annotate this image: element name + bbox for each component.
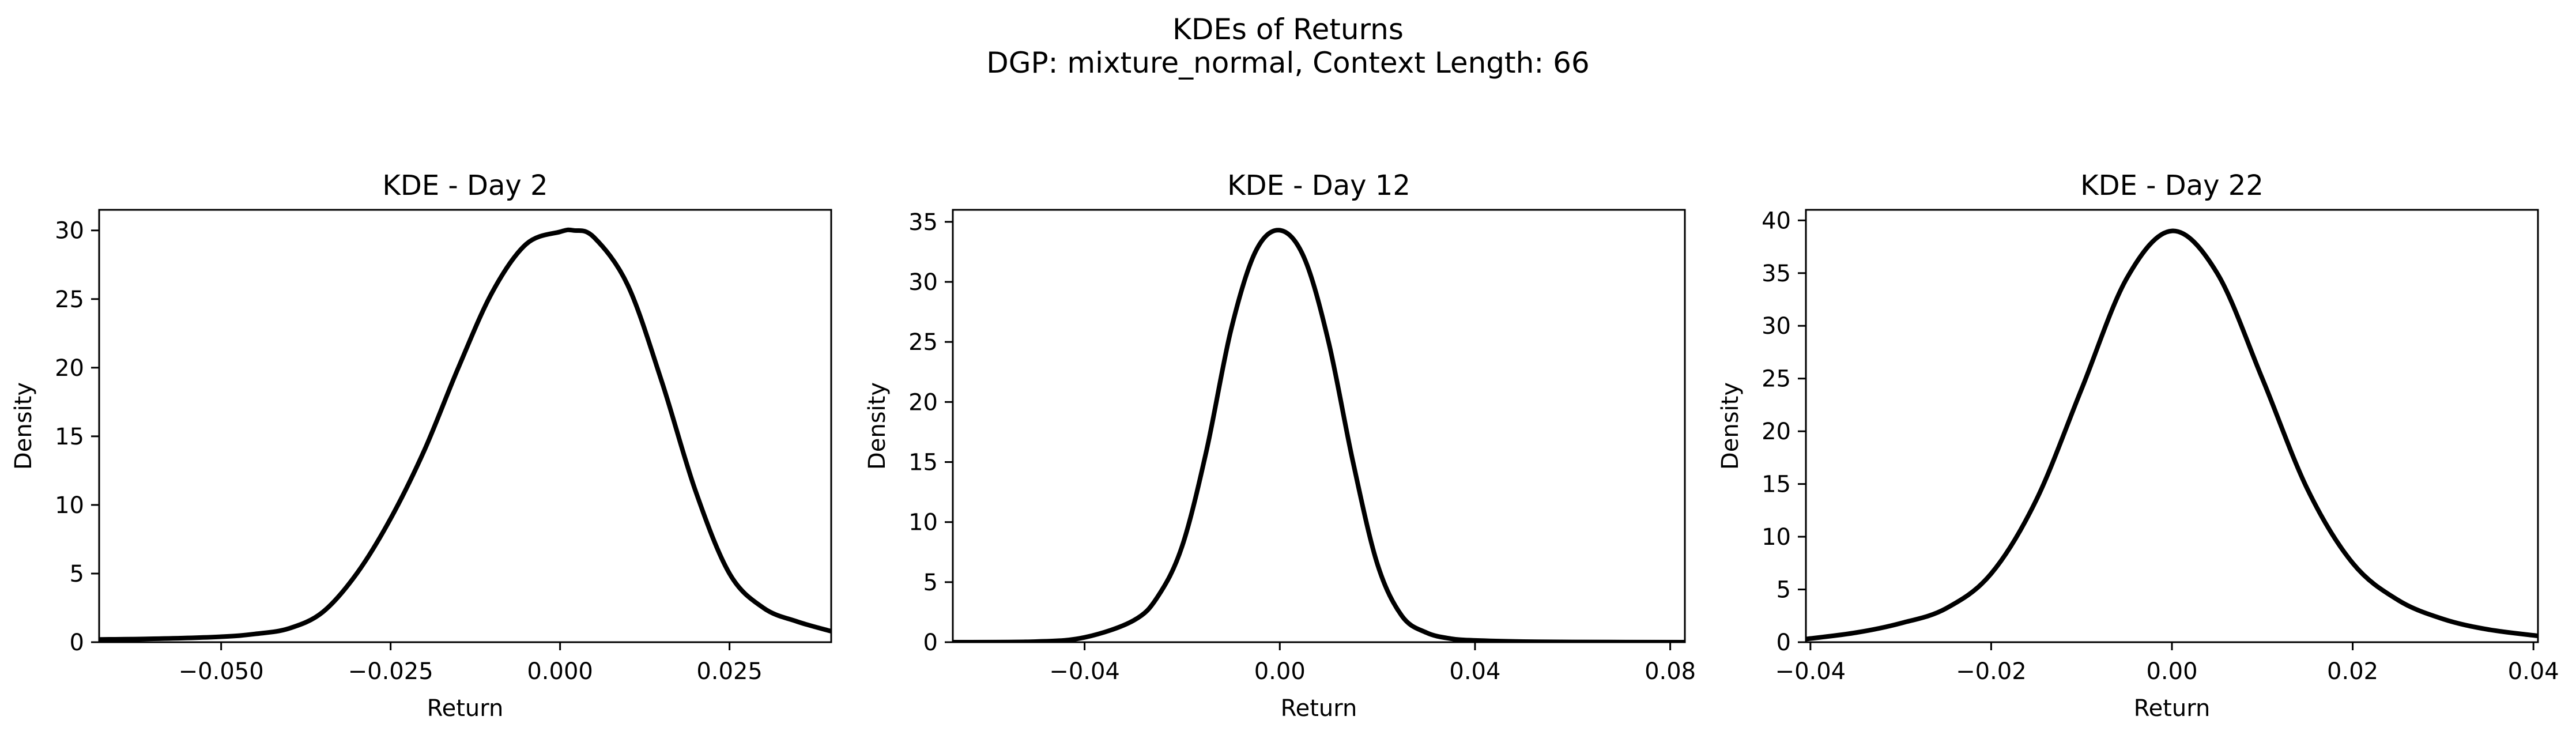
figure-subtitle: DGP: mixture_normal, Context Length: 66 [986,46,1590,80]
figure-title: KDEs of Returns [1172,13,1404,46]
y-tick-label: 20 [908,389,938,416]
y-tick-label: 25 [1762,366,1791,393]
y-tick-label: 25 [55,287,84,313]
axes-frame [952,209,1686,643]
y-tick-label: 30 [908,269,938,296]
y-tick-label: 15 [55,424,84,450]
x-tick-label: −0.02 [1956,658,2027,685]
y-axis-label: Density [10,382,37,470]
y-tick-label: 35 [1762,261,1791,287]
y-tick-label: 30 [1762,313,1791,340]
kde-panel-2: −0.04 0.00 0.04 0.08 0 5 10 15 20 25 30 35 KDE - Day… [864,169,1696,722]
panel-title: KDE - Day 22 [2080,169,2264,202]
x-axis-label: Return [427,695,504,722]
y-tick-label: 10 [55,492,84,519]
y-tick-label: 15 [908,450,938,476]
y-tick-label: 35 [908,209,938,236]
kde-curve-1 [953,228,1685,642]
y-tick-label: 10 [908,510,938,536]
x-tick-label: 0.025 [696,658,763,685]
y-tick-label: 0 [1777,630,1791,656]
x-axis-label: Return [2134,695,2211,722]
y-tick-label: 20 [55,355,84,382]
x-tick-label: 0.08 [1645,658,1696,685]
y-tick-label: 30 [55,218,84,244]
y-tick-label: 15 [1762,472,1791,498]
y-axis-label: Density [1717,382,1744,470]
y-tick-label: 5 [70,561,84,587]
x-tick-label: −0.04 [1775,658,1846,685]
y-tick-label: 40 [1762,208,1791,234]
axes-frame [98,209,832,643]
x-tick-label: 0.02 [2327,658,2378,685]
panel-title: KDE - Day 2 [382,169,548,202]
y-tick-label: 25 [908,329,938,356]
y-tick-label: 5 [1777,577,1791,604]
x-tick-label: 0.04 [2508,658,2559,685]
y-tick-label: 0 [923,630,938,656]
x-tick-label: −0.025 [348,658,433,685]
y-axis-label: Density [864,382,891,470]
x-tick-label: 0.04 [1449,658,1500,685]
axes-frame [1805,209,2539,643]
x-tick-label: 0.00 [1254,658,1306,685]
kde-panel-3: −0.04 −0.02 0.00 0.02 0.04 0 5 10 15 20 25 30 35 40 KD… [1717,169,2559,722]
x-tick-label: −0.04 [1049,658,1120,685]
kde-curve-1 [1806,228,2538,642]
y-tick-label: 0 [70,630,84,656]
kde-curve-1 [99,227,831,642]
kde-panel-1: −0.050 −0.025 0.000 0.025 0 5 10 15 20 25 30 KDE - … [10,169,832,722]
x-tick-label: −0.050 [179,658,264,685]
y-tick-label: 5 [923,570,938,596]
x-tick-label: 0.00 [2146,658,2197,685]
y-tick-label: 20 [1762,419,1791,445]
x-axis-label: Return [1281,695,1357,722]
panel-title: KDE - Day 12 [1227,169,1410,202]
y-tick-label: 10 [1762,524,1791,551]
x-tick-label: 0.000 [527,658,593,685]
